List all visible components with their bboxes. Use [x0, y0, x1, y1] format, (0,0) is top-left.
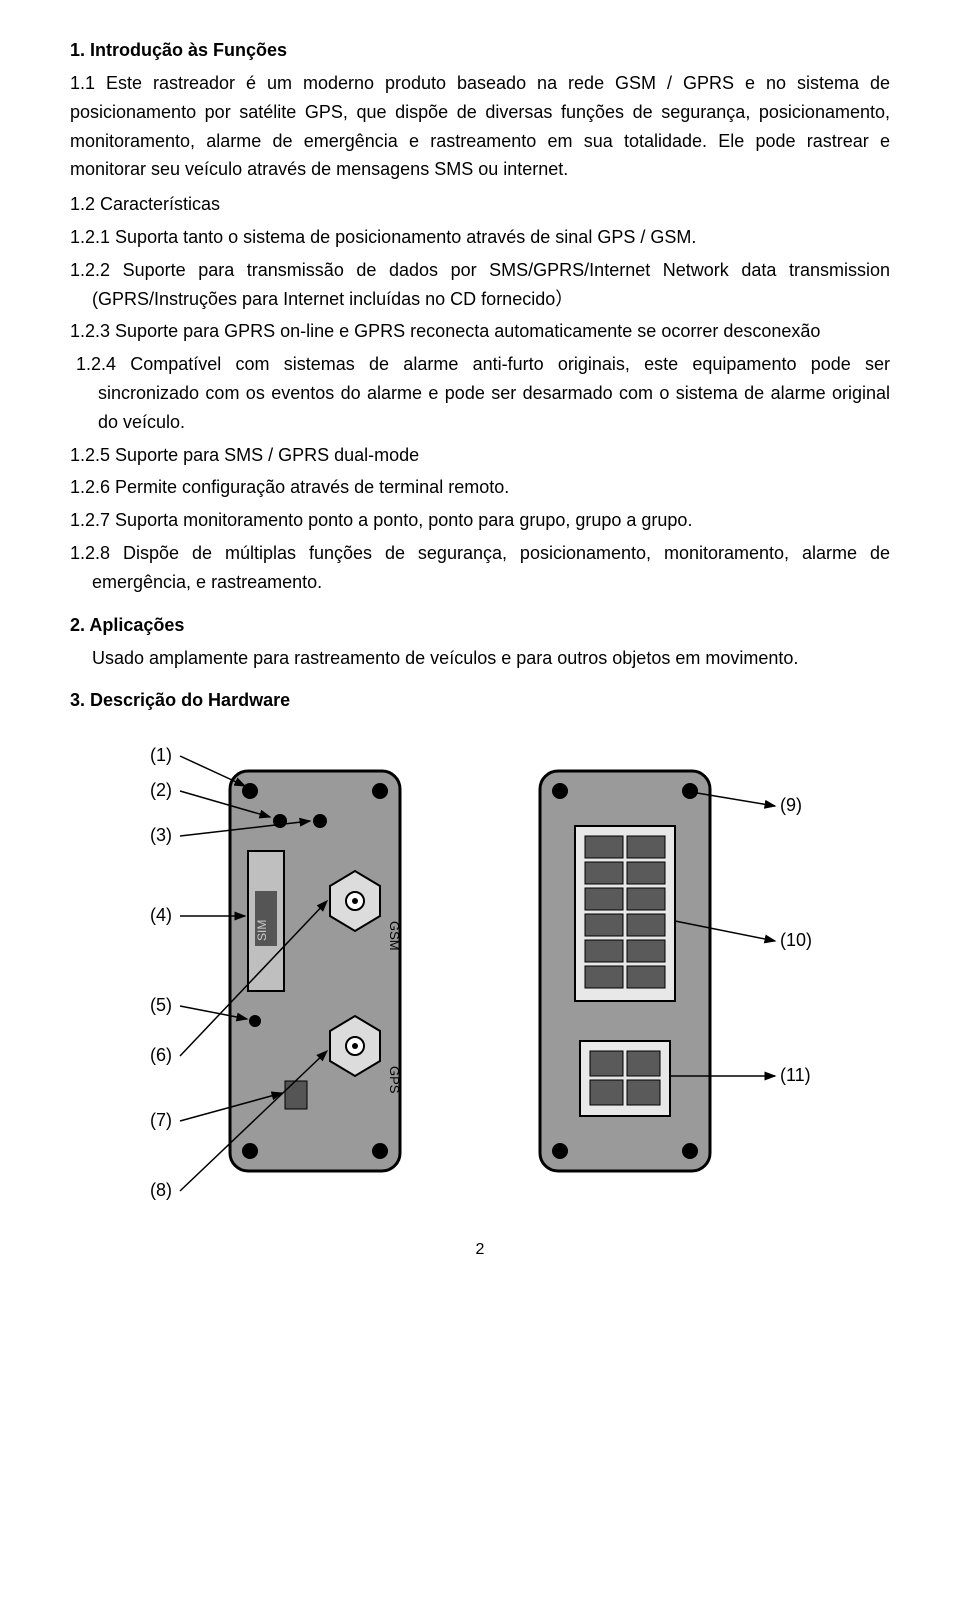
item-1-2-3: 1.2.3 Suporte para GPRS on-line e GPRS r…: [70, 317, 890, 346]
svg-text:(9): (9): [780, 795, 802, 815]
device-back-diagram: (9) (10) (11): [520, 741, 840, 1211]
svg-text:(11): (11): [780, 1065, 811, 1085]
section2-text: Usado amplamente para rastreamento de ve…: [70, 644, 890, 673]
item-1-2-7: 1.2.7 Suporta monitoramento ponto a pont…: [70, 506, 890, 535]
svg-text:(10): (10): [780, 930, 812, 950]
item-1-2-2: 1.2.2 Suporte para transmissão de dados …: [70, 256, 890, 314]
svg-text:(2): (2): [150, 780, 172, 800]
section2-title: 2. Aplicações: [70, 615, 890, 636]
svg-text:(1): (1): [150, 745, 172, 765]
item-1-2-5: 1.2.5 Suporte para SMS / GPRS dual-mode: [70, 441, 890, 470]
section1-title: 1. Introdução às Funções: [70, 40, 890, 61]
device-front-diagram: (1) (2) (3) (4) (5) (6) (7) (8) SIM: [120, 741, 440, 1211]
svg-text:(3): (3): [150, 825, 172, 845]
item-1-2-6: 1.2.6 Permite configuração através de te…: [70, 473, 890, 502]
section3-title: 3. Descrição do Hardware: [70, 690, 890, 711]
svg-text:SIM: SIM: [255, 920, 269, 941]
svg-text:(6): (6): [150, 1045, 172, 1065]
section1-intro: 1.1 Este rastreador é um moderno produto…: [70, 69, 890, 184]
svg-text:(8): (8): [150, 1180, 172, 1200]
svg-text:GPS: GPS: [387, 1066, 402, 1094]
svg-text:(4): (4): [150, 905, 172, 925]
svg-text:GSM: GSM: [387, 921, 402, 951]
svg-text:(7): (7): [150, 1110, 172, 1130]
svg-text:(5): (5): [150, 995, 172, 1015]
item-1-2-4: 1.2.4 Compatível com sistemas de alarme …: [76, 350, 890, 436]
hardware-diagram: (1) (2) (3) (4) (5) (6) (7) (8) SIM: [70, 741, 890, 1211]
page-number: 2: [70, 1241, 890, 1259]
caracteristicas-title: 1.2 Características: [70, 190, 890, 219]
item-1-2-8: 1.2.8 Dispõe de múltiplas funções de seg…: [70, 539, 890, 597]
item-1-2-1: 1.2.1 Suporta tanto o sistema de posicio…: [70, 223, 890, 252]
